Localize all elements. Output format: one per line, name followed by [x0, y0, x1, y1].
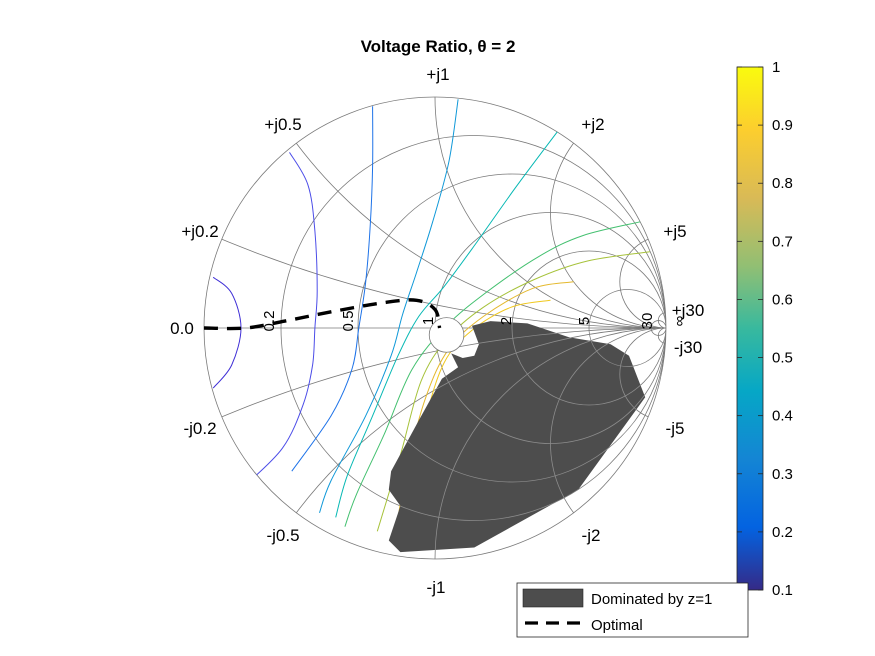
grid-labels: 0.2 0.5 1 2 5 30 ∞ 0.0 +j0.2 +j0.5 +j1 +j2 +j5 +j30 -j…: [170, 65, 704, 597]
colorbar-tick-label: 0.1: [772, 582, 793, 599]
colorbar-tick-label: 0.2: [772, 524, 793, 541]
dominated-region-layer: [388, 317, 646, 553]
dominated-region: [388, 321, 646, 553]
reactance-arc: [204, 97, 666, 329]
resistance-label-infinity: ∞: [671, 315, 688, 326]
colorbar-tick-label: 1: [772, 59, 780, 76]
colorbar: 0.1 0.2 0.3 0.4 0.5 0.6 0.7 0.8 0.9 1: [736, 59, 793, 599]
contour-line: [291, 106, 374, 472]
legend-dominated-label: Dominated by z=1: [591, 591, 712, 608]
legend-optimal-label: Optimal: [591, 617, 643, 634]
region-reactance-arc: [619, 327, 646, 421]
legend: Dominated by z=1 Optimal: [516, 582, 749, 638]
reactance-label-negative: -j30: [674, 338, 702, 357]
reactance-label-negative: -j5: [666, 419, 685, 438]
colorbar-tick-label: 0.5: [772, 350, 793, 367]
reactance-label-positive: +j2: [581, 115, 604, 134]
reactance-label-negative: -j0.5: [266, 526, 299, 545]
reactance-label-positive: +j1: [426, 65, 449, 84]
reactance-label-positive: +j30: [672, 301, 705, 320]
reactance-label-negative: -j1: [427, 578, 446, 597]
resistance-label: 0.5: [340, 311, 357, 332]
optimal-path-layer: [203, 298, 442, 331]
region-reactance-arc: [550, 327, 646, 553]
resistance-label: 0.2: [261, 311, 278, 332]
chart-title: Voltage Ratio, θ = 2: [361, 37, 516, 56]
reactance-label-negative: -j2: [582, 526, 601, 545]
region-clipped: [388, 317, 646, 553]
contour-line: [335, 131, 558, 518]
reactance-label-positive: +j5: [663, 222, 686, 241]
reactance-label-zero: 0.0: [170, 319, 194, 338]
colorbar-ticks: 0.1 0.2 0.3 0.4 0.5 0.6 0.7 0.8 0.9 1: [737, 59, 793, 599]
colorbar-tick-label: 0.4: [772, 408, 793, 425]
contour-line: [212, 276, 242, 389]
colorbar-tick-label: 0.6: [772, 291, 793, 308]
optimal-path: [203, 298, 442, 331]
colorbar-tick-label: 0.8: [772, 175, 793, 192]
colorbar-tick-label: 0.7: [772, 233, 793, 250]
reactance-label-positive: +j0.5: [264, 115, 301, 134]
region-resistance-circle: [388, 321, 646, 483]
resistance-label: 1: [420, 317, 437, 325]
reactance-arc: [550, 97, 666, 329]
colorbar-gradient: [736, 66, 764, 591]
contour-line: [245, 152, 318, 486]
region-resistance-circle: [511, 321, 646, 406]
resistance-label: 2: [498, 317, 515, 325]
reactance-label-negative: -j0.2: [183, 419, 216, 438]
reactance-label-positive: +j0.2: [181, 222, 218, 241]
resistance-label: 5: [576, 317, 593, 325]
colorbar-tick-label: 0.3: [772, 466, 793, 483]
resistance-label: 30: [639, 313, 656, 330]
contour-line: [319, 99, 459, 513]
colorbar-tick-label: 0.9: [772, 117, 793, 134]
region-resistance-circle: [388, 321, 646, 521]
legend-dominated-swatch: [522, 588, 584, 608]
